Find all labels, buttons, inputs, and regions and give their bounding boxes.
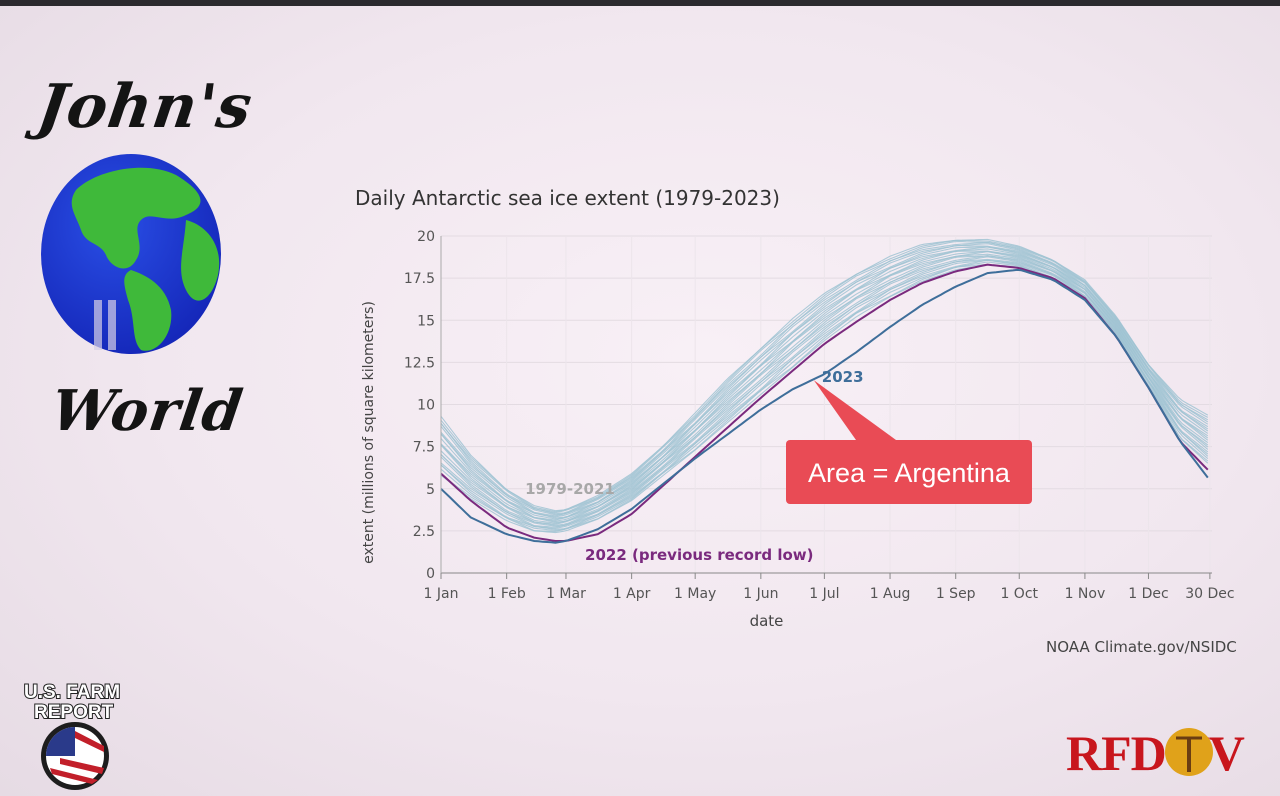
y-axis-label: extent (millions of square kilometers) [361, 301, 377, 564]
x-tick-label: 1 May [674, 586, 716, 602]
series-line-1979-2021 [440, 240, 1209, 514]
series-line-1979-2021 [440, 246, 1209, 518]
x-tick-label: 1 Nov [1065, 586, 1106, 602]
x-tick-label: 1 Sep [936, 586, 976, 602]
rfd-tv-text: RFD TV [1066, 725, 1245, 781]
rfd-tv-logo: RFD TV [1066, 724, 1245, 782]
y-tick-label: 10 [417, 398, 435, 414]
y-tick-label: 2.5 [413, 524, 435, 540]
series-line-1979-2021 [440, 259, 1209, 529]
series-line-1979-2021 [440, 255, 1209, 525]
y-tick-label: 12.5 [404, 355, 435, 371]
x-tick-label: 1 Aug [870, 586, 911, 602]
x-tick-label: 1 Apr [613, 586, 651, 602]
y-tick-label: 20 [417, 229, 435, 245]
farm-logo-line2: REPORT [34, 702, 114, 723]
windmill-emblem-icon [1165, 728, 1213, 776]
x-tick-label: 1 Dec [1128, 586, 1168, 602]
farm-logo-line1: U.S. FARM [24, 682, 120, 703]
series-line-1979-2021 [440, 238, 1209, 512]
series-line-1979-2021 [440, 243, 1209, 516]
series-label-1979-2021: 1979-2021 [525, 480, 615, 498]
annotation-box [786, 440, 1032, 504]
chart-title: Daily Antarctic sea ice extent (1979-202… [355, 186, 780, 210]
x-tick-label: 1 Oct [1000, 586, 1038, 602]
highlight-series [440, 263, 1209, 544]
annotation-pointer [813, 380, 896, 440]
y-tick-label: 5 [426, 482, 435, 498]
x-tick-label: 1 Jul [809, 586, 839, 602]
series-label-2022: 2022 (previous record low) [585, 546, 813, 564]
y-tick-label: 0 [426, 566, 435, 582]
labels: date extent (millions of square kilometer… [361, 301, 1032, 630]
annotation-text: Area = Argentina [808, 458, 1011, 488]
x-tick-label: 30 Dec [1185, 586, 1234, 602]
series-line-1979-2021 [440, 256, 1209, 527]
x-tick-label: 1 Mar [546, 586, 586, 602]
y-tick-label: 15 [417, 313, 435, 329]
x-tick-label: 1 Jan [424, 586, 459, 602]
us-farm-report-logo: U.S. FARM REPORT [23, 681, 121, 790]
x-axis-label: date [750, 612, 784, 630]
x-tick-label: 1 Jun [743, 586, 778, 602]
series-label-2023: 2023 [822, 368, 864, 386]
x-tick-label: 1 Feb [488, 586, 526, 602]
series-1979-2021 [440, 238, 1209, 534]
globe-icon [41, 154, 221, 354]
y-tick-label: 17.5 [404, 271, 435, 287]
y-tick-label: 7.5 [413, 440, 435, 456]
screen-top-edge [0, 0, 1280, 6]
axes: 0 2.5 5 7.5 10 12.5 15 17.5 20 1 Jan 1 Feb 1 Mar 1 A… [404, 229, 1235, 602]
series-line-2023 [440, 268, 1209, 544]
source-credit: NOAA Climate.gov/NSIDC [1046, 638, 1237, 656]
